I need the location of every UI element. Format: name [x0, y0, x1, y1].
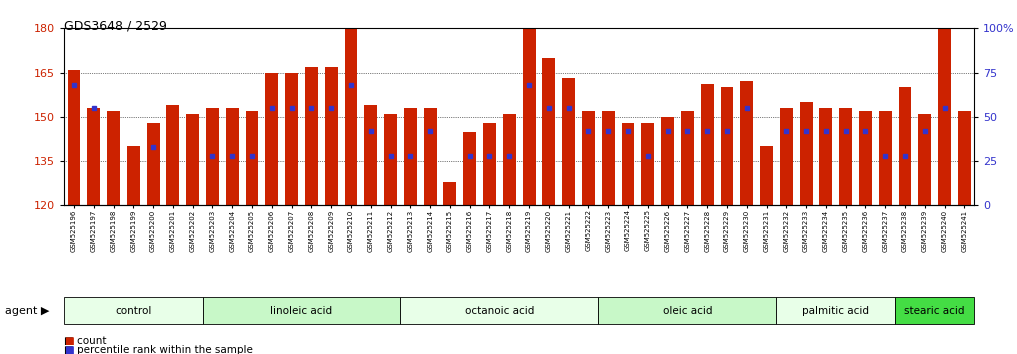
- Bar: [384, 114, 397, 205]
- Bar: [87, 108, 101, 205]
- Text: ■: ■: [64, 346, 74, 354]
- Bar: [799, 102, 813, 205]
- Text: linoleic acid: linoleic acid: [271, 306, 333, 316]
- Bar: [899, 87, 911, 205]
- Bar: [562, 79, 575, 205]
- Bar: [345, 28, 357, 205]
- Bar: [740, 81, 754, 205]
- Bar: [523, 28, 536, 205]
- Bar: [265, 73, 279, 205]
- Text: ■: ■: [64, 336, 74, 346]
- Bar: [324, 67, 338, 205]
- Bar: [464, 132, 476, 205]
- Bar: [285, 73, 298, 205]
- Bar: [938, 22, 951, 205]
- Text: oleic acid: oleic acid: [663, 306, 712, 316]
- Bar: [701, 84, 714, 205]
- Bar: [720, 87, 733, 205]
- Bar: [820, 108, 832, 205]
- Bar: [167, 105, 179, 205]
- Bar: [146, 123, 160, 205]
- Text: agent ▶: agent ▶: [5, 306, 50, 316]
- Text: ■ count: ■ count: [64, 336, 107, 346]
- Text: octanoic acid: octanoic acid: [465, 306, 534, 316]
- Text: stearic acid: stearic acid: [904, 306, 965, 316]
- Bar: [127, 146, 139, 205]
- Bar: [364, 105, 377, 205]
- Bar: [404, 108, 417, 205]
- Bar: [483, 123, 496, 205]
- Bar: [107, 111, 120, 205]
- Bar: [839, 108, 852, 205]
- Bar: [879, 111, 892, 205]
- Text: ■ percentile rank within the sample: ■ percentile rank within the sample: [64, 346, 253, 354]
- Bar: [246, 111, 258, 205]
- Bar: [602, 111, 614, 205]
- Bar: [642, 123, 654, 205]
- Bar: [918, 114, 932, 205]
- Bar: [780, 108, 792, 205]
- Bar: [226, 108, 239, 205]
- Bar: [206, 108, 219, 205]
- Bar: [582, 111, 595, 205]
- Bar: [542, 58, 555, 205]
- Text: palmitic acid: palmitic acid: [802, 306, 870, 316]
- Bar: [661, 117, 674, 205]
- Bar: [67, 70, 80, 205]
- Bar: [424, 108, 436, 205]
- Bar: [502, 114, 516, 205]
- Bar: [958, 111, 971, 205]
- Text: GDS3648 / 2529: GDS3648 / 2529: [64, 19, 167, 33]
- Bar: [186, 114, 199, 205]
- Text: control: control: [115, 306, 152, 316]
- Bar: [859, 111, 872, 205]
- Bar: [681, 111, 694, 205]
- Bar: [305, 67, 318, 205]
- Bar: [760, 146, 773, 205]
- Bar: [443, 182, 457, 205]
- Bar: [621, 123, 635, 205]
